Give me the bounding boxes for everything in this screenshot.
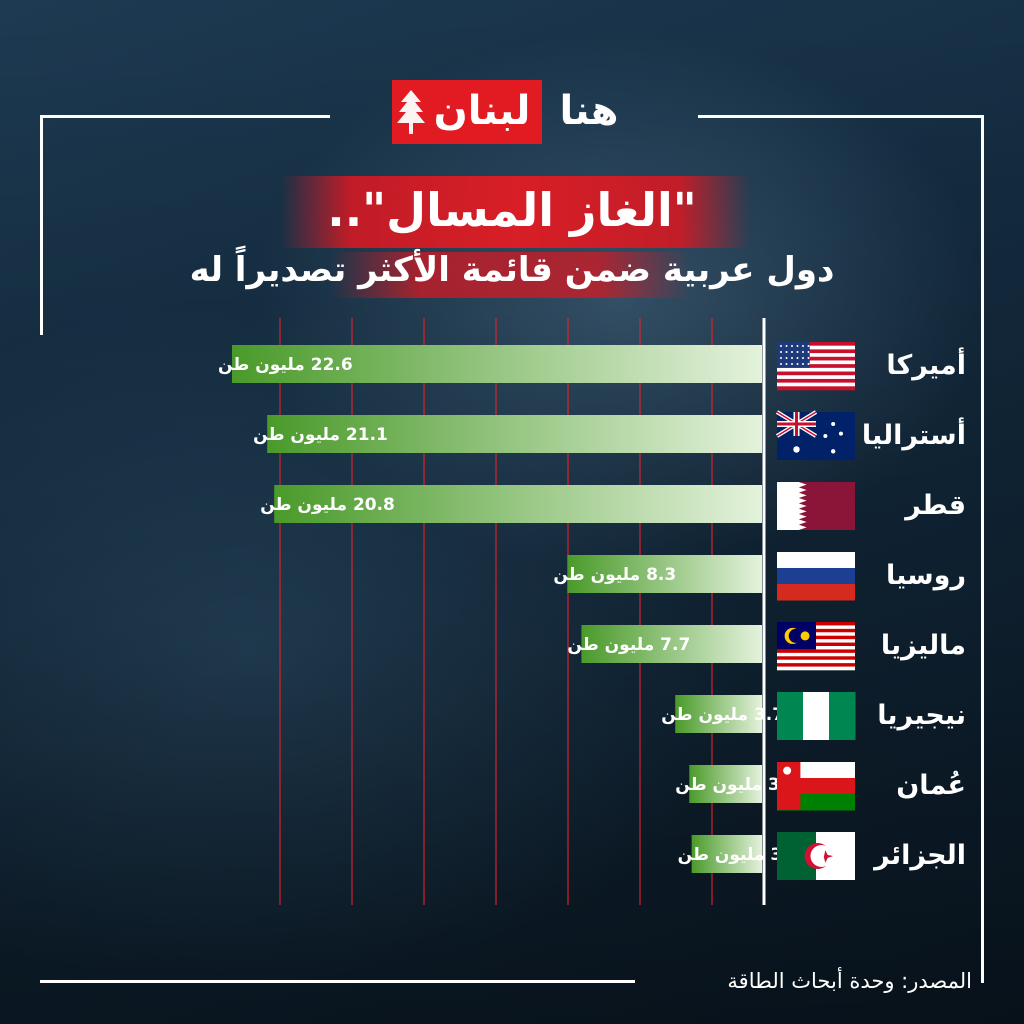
chart-title: "الغاز المسال".. bbox=[327, 183, 697, 237]
oman-flag bbox=[777, 762, 855, 811]
logo-red-block: لبنان bbox=[392, 80, 542, 144]
bar bbox=[581, 625, 762, 663]
logo: لبنان هنا bbox=[392, 80, 636, 144]
malaysia-flag bbox=[777, 622, 855, 671]
bar bbox=[267, 415, 762, 453]
title-banner bbox=[280, 176, 750, 248]
value-label: 21.1 مليون طن bbox=[253, 425, 388, 445]
logo-white-text: هنا bbox=[559, 88, 619, 134]
russia-flag bbox=[777, 552, 855, 601]
bar bbox=[689, 765, 762, 803]
value-label: 8.3 مليون طن bbox=[553, 565, 676, 585]
value-label: 3 مليون طن bbox=[678, 845, 783, 865]
value-label: 20.8 مليون طن bbox=[260, 495, 395, 515]
grid-lines bbox=[279, 318, 713, 905]
bar bbox=[274, 485, 762, 523]
value-label: 7.7 مليون طن bbox=[567, 635, 690, 655]
nigeria-flag bbox=[777, 692, 856, 740]
algeria-flag bbox=[777, 832, 855, 880]
country-label: روسيا bbox=[886, 560, 966, 591]
subtitle-banner bbox=[330, 252, 690, 298]
bar bbox=[232, 345, 762, 383]
chart-subtitle: دول عربية ضمن قائمة الأكثر تصديراً له bbox=[189, 250, 835, 290]
cedar-icon bbox=[397, 90, 425, 134]
qatar-flag bbox=[777, 482, 855, 530]
country-label: عُمان bbox=[896, 770, 966, 801]
bar bbox=[675, 695, 762, 733]
frame-top-right bbox=[698, 115, 984, 118]
country-label: قطر bbox=[903, 490, 966, 521]
country-label: أميركا bbox=[886, 347, 966, 381]
frame-right bbox=[981, 115, 984, 983]
source-text: وحدة أبحاث الطاقة bbox=[727, 969, 895, 993]
value-label: 3.7 مليون طن bbox=[661, 705, 784, 725]
frame-bottom bbox=[40, 980, 635, 983]
bar bbox=[691, 835, 762, 873]
source-note: المصدر: وحدة أبحاث الطاقة bbox=[727, 964, 972, 998]
frame-top-left bbox=[40, 115, 330, 118]
source-label: المصدر: bbox=[901, 969, 972, 993]
australia-flag bbox=[775, 410, 855, 460]
country-labels: أميركا أستراليا قطر روسيا ماليزيا نيجيريا عُما… bbox=[862, 347, 966, 871]
country-label: ماليزيا bbox=[881, 630, 966, 661]
bars bbox=[232, 345, 762, 873]
value-labels: 22.6 مليون طن 21.1 مليون طن 20.8 مليون طن 8… bbox=[218, 355, 798, 865]
value-label: 3.1 مليون طن bbox=[675, 775, 798, 795]
frame-left bbox=[40, 115, 43, 335]
usa-flag bbox=[777, 342, 855, 391]
logo-red-text: لبنان bbox=[433, 88, 531, 134]
country-label: أستراليا bbox=[862, 417, 966, 451]
value-label: 22.6 مليون طن bbox=[218, 355, 353, 375]
flags bbox=[775, 342, 856, 880]
bar bbox=[567, 555, 762, 593]
country-label: الجزائر bbox=[872, 840, 966, 871]
country-label: نيجيريا bbox=[877, 700, 966, 731]
